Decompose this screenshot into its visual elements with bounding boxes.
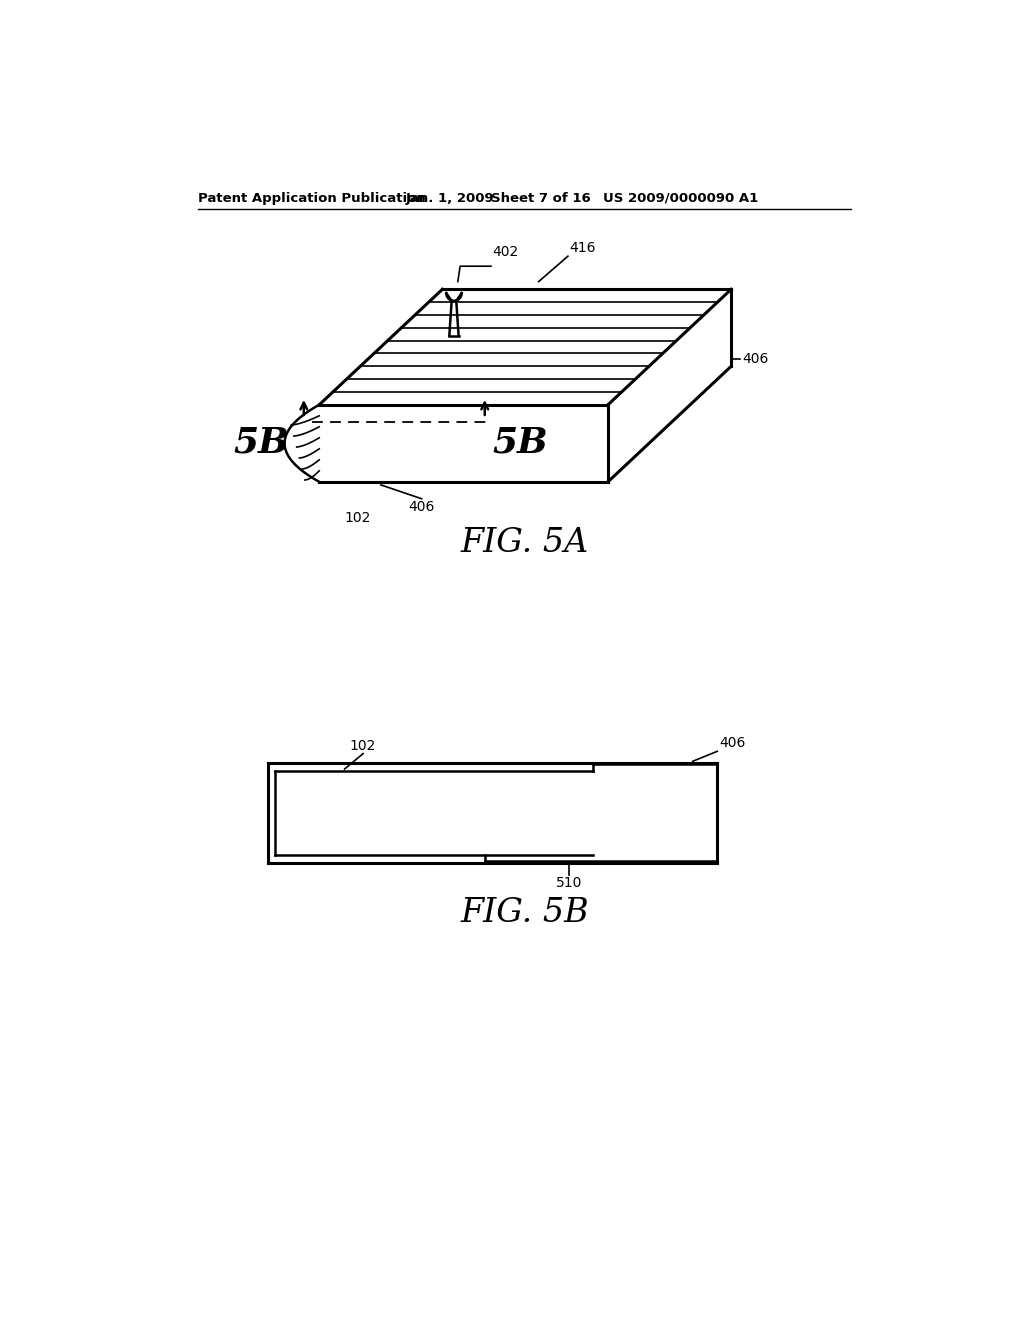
Text: Sheet 7 of 16: Sheet 7 of 16: [490, 191, 591, 205]
Text: 416: 416: [569, 240, 596, 255]
Text: Patent Application Publication: Patent Application Publication: [199, 191, 426, 205]
Text: Jan. 1, 2009: Jan. 1, 2009: [406, 191, 494, 205]
Text: 5B: 5B: [493, 425, 548, 459]
Text: 406: 406: [409, 500, 435, 515]
Text: 406: 406: [742, 351, 769, 366]
Text: 406: 406: [719, 735, 745, 750]
Text: 102: 102: [350, 739, 376, 752]
Text: 102: 102: [344, 511, 371, 525]
Text: FIG. 5A: FIG. 5A: [461, 528, 589, 560]
Text: FIG. 5B: FIG. 5B: [461, 898, 589, 929]
Text: 402: 402: [493, 244, 519, 259]
Text: US 2009/0000090 A1: US 2009/0000090 A1: [602, 191, 758, 205]
Text: 5B: 5B: [233, 425, 289, 459]
Text: 510: 510: [556, 876, 583, 890]
